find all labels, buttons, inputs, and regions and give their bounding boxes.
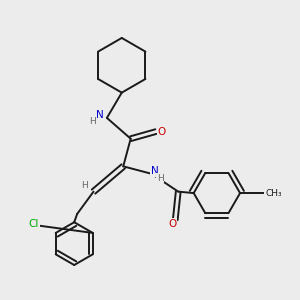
- Text: O: O: [168, 219, 176, 229]
- Text: H: H: [81, 181, 88, 190]
- Text: H: H: [89, 117, 95, 126]
- Text: CH₃: CH₃: [265, 189, 282, 198]
- Text: Cl: Cl: [28, 219, 39, 229]
- Text: N: N: [151, 166, 158, 176]
- Text: O: O: [158, 127, 166, 136]
- Text: N: N: [96, 110, 103, 120]
- Text: H: H: [157, 174, 164, 183]
